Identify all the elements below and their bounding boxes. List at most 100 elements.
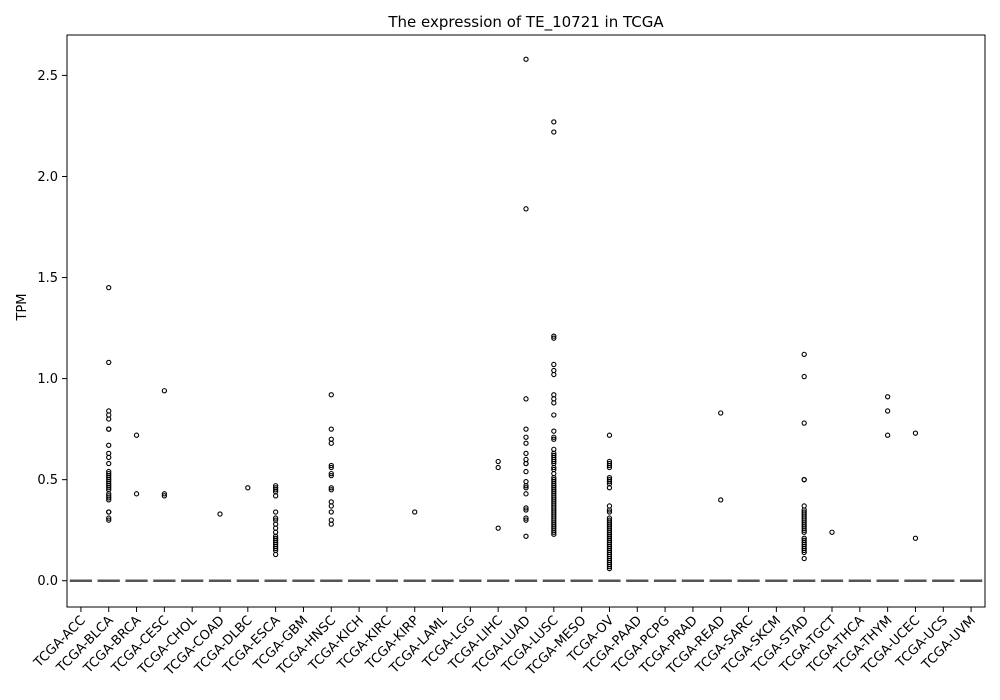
box-group (709, 410, 732, 582)
outlier-point (551, 531, 557, 537)
outlier-point (328, 464, 334, 471)
box-group (820, 529, 844, 582)
box-group (793, 351, 816, 582)
outlier-point (912, 535, 919, 541)
box-group (264, 483, 287, 582)
outlier-point (523, 206, 529, 212)
outlier-point (495, 525, 501, 531)
outlier-point (328, 440, 334, 446)
outlier-point (718, 410, 724, 416)
outlier-point (523, 491, 529, 497)
outlier-point (801, 477, 807, 483)
outlier-point (106, 442, 112, 448)
box-group (876, 394, 899, 582)
outlier-point (523, 483, 529, 489)
outlier-point (328, 462, 334, 469)
box-group (97, 285, 120, 582)
outlier-point (551, 428, 557, 434)
outlier-point (551, 361, 557, 368)
y-axis: 0.0 0.5 1.0 1.5 2.0 2.5 (37, 69, 67, 589)
outlier-point (551, 412, 557, 418)
box-group (598, 432, 621, 582)
outlier-point (523, 515, 529, 521)
outlier-point (245, 485, 251, 491)
outlier-point (272, 551, 279, 558)
outlier-point (412, 509, 418, 515)
outlier-point (801, 527, 807, 533)
y-axis-label: TPM (15, 294, 30, 322)
outlier-point (912, 430, 919, 436)
outlier-point (106, 454, 112, 461)
outlier-point (106, 497, 112, 503)
plot-frame (66, 34, 986, 608)
outlier-point (495, 464, 501, 471)
outlier-point (551, 436, 557, 442)
outlier-point (606, 485, 613, 491)
box-group (125, 432, 148, 582)
outlier-point (523, 517, 529, 523)
box-group (320, 392, 343, 582)
outlier-point (606, 432, 613, 438)
outlier-point (606, 507, 613, 513)
outlier-point (495, 458, 501, 465)
outlier-point (551, 458, 557, 465)
outlier-point (606, 565, 613, 572)
box-group (153, 388, 176, 582)
outlier-point (328, 503, 334, 509)
box-group (208, 511, 232, 582)
outlier-point (523, 450, 529, 457)
y-tick-label: 2.5 (37, 69, 58, 84)
outlier-point (106, 485, 112, 491)
outlier-point (106, 515, 112, 521)
outlier-point (801, 547, 807, 554)
outlier-point (606, 462, 613, 469)
outlier-point (884, 408, 891, 414)
outlier-point (523, 485, 529, 491)
y-tick-label: 0.5 (37, 473, 58, 488)
outlier-point (801, 555, 807, 562)
outlier-point (523, 505, 529, 511)
outlier-point (106, 509, 112, 515)
box-group (542, 119, 565, 582)
outlier-point (328, 487, 334, 493)
outlier-point (606, 479, 613, 485)
outlier-point (161, 388, 168, 394)
chart-title: The expression of TE_10721 in TCGA (387, 13, 664, 32)
outlier-point (106, 426, 112, 432)
outlier-point (523, 460, 529, 467)
x-axis: TCGA-ACCTCGA-BLCATCGA-BRCATCGA-CESCTCGA-… (31, 607, 979, 679)
outlier-point (217, 511, 223, 517)
outlier-point (161, 493, 168, 499)
outlier-point (606, 464, 613, 471)
outlier-point (272, 493, 279, 499)
outlier-point (523, 426, 529, 432)
outlier-point (523, 468, 529, 475)
outlier-point (801, 420, 807, 426)
outlier-point (551, 464, 557, 471)
outlier-point (106, 416, 112, 422)
outlier-point (161, 491, 168, 497)
outlier-point (551, 333, 557, 339)
box-group (904, 430, 927, 582)
outlier-point (328, 426, 334, 432)
box-group (403, 509, 426, 582)
outlier-point (551, 129, 557, 135)
outlier-point (328, 485, 334, 491)
box-group (487, 458, 510, 582)
outlier-point (523, 533, 529, 539)
outlier-point (106, 495, 112, 501)
outlier-point (801, 529, 807, 535)
outlier-point (272, 515, 279, 521)
outlier-point (106, 517, 112, 523)
outlier-point (523, 56, 529, 62)
outlier-point (718, 497, 724, 503)
outlier-point (106, 285, 112, 291)
outlier-point (272, 545, 279, 552)
box-group (514, 56, 538, 582)
outlier-point (884, 394, 891, 400)
outlier-point (523, 396, 529, 402)
outlier-point (328, 521, 334, 527)
outlier-point (328, 472, 334, 479)
outlier-point (551, 529, 557, 535)
